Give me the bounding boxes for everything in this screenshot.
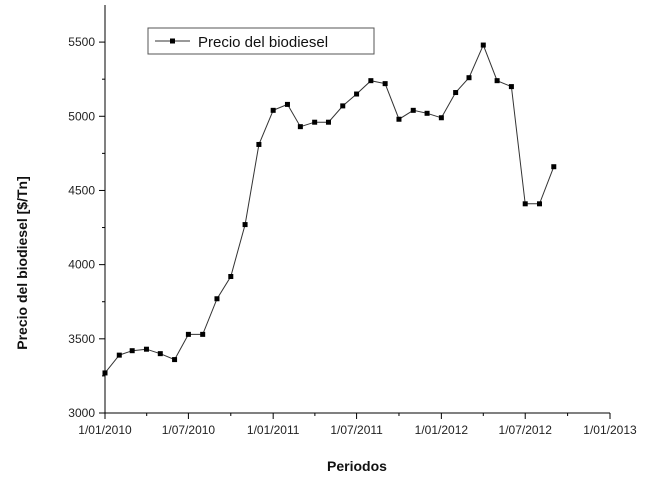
y-tick-label: 5500 [68, 35, 95, 49]
data-point [354, 91, 360, 97]
data-point [129, 348, 135, 354]
data-point [242, 222, 248, 228]
y-axis-title: Precio del biodiesel [$/Tn] [14, 176, 30, 349]
data-point [214, 296, 220, 302]
data-point [424, 110, 430, 116]
legend-marker [170, 38, 175, 44]
data-point [453, 90, 459, 96]
x-tick-label: 1/07/2010 [162, 423, 216, 437]
x-tick-label: 1/01/2010 [78, 423, 132, 437]
data-point [102, 370, 108, 376]
data-point [297, 124, 303, 130]
data-point [172, 357, 178, 363]
data-point [410, 107, 416, 113]
data-point [157, 351, 163, 357]
data-point [312, 119, 318, 125]
data-point [270, 107, 276, 113]
y-tick-label: 4500 [68, 183, 95, 197]
data-point [284, 101, 290, 107]
data-point [185, 331, 191, 337]
data-point [466, 75, 472, 81]
data-point [143, 346, 149, 352]
y-tick-label: 4000 [68, 258, 95, 272]
x-tick-label: 1/01/2013 [583, 423, 637, 437]
x-tick-label: 1/07/2011 [330, 423, 383, 437]
data-point [508, 84, 514, 90]
data-point [537, 201, 543, 207]
axes: 3000 3500 4000 4500 5000 5500 1/01/2010 1/07/20… [68, 5, 637, 437]
series-layer [102, 42, 557, 376]
x-tick-label: 1/01/2012 [415, 423, 469, 437]
x-tick-label: 1/07/2012 [499, 423, 553, 437]
y-tick-label: 3500 [68, 332, 95, 346]
y-tick-label: 3000 [68, 406, 95, 420]
data-point [494, 78, 500, 84]
data-point [396, 116, 402, 122]
data-point [551, 164, 557, 170]
data-point [256, 141, 262, 147]
data-point [368, 78, 374, 84]
data-point [480, 42, 486, 48]
data-point [325, 119, 331, 125]
data-point [438, 115, 444, 121]
legend-label: Precio del biodiesel [198, 34, 328, 51]
data-point [228, 274, 234, 280]
data-point [382, 81, 388, 87]
y-tick-label: 5000 [68, 109, 95, 123]
data-point [340, 103, 346, 109]
series-line [104, 43, 555, 374]
legend: Precio del biodiesel [147, 27, 375, 55]
data-point [522, 201, 528, 207]
x-tick-label: 1/01/2011 [247, 423, 300, 437]
data-point [200, 331, 206, 337]
data-point [116, 352, 122, 358]
x-axis-title: Periodos [327, 458, 387, 474]
